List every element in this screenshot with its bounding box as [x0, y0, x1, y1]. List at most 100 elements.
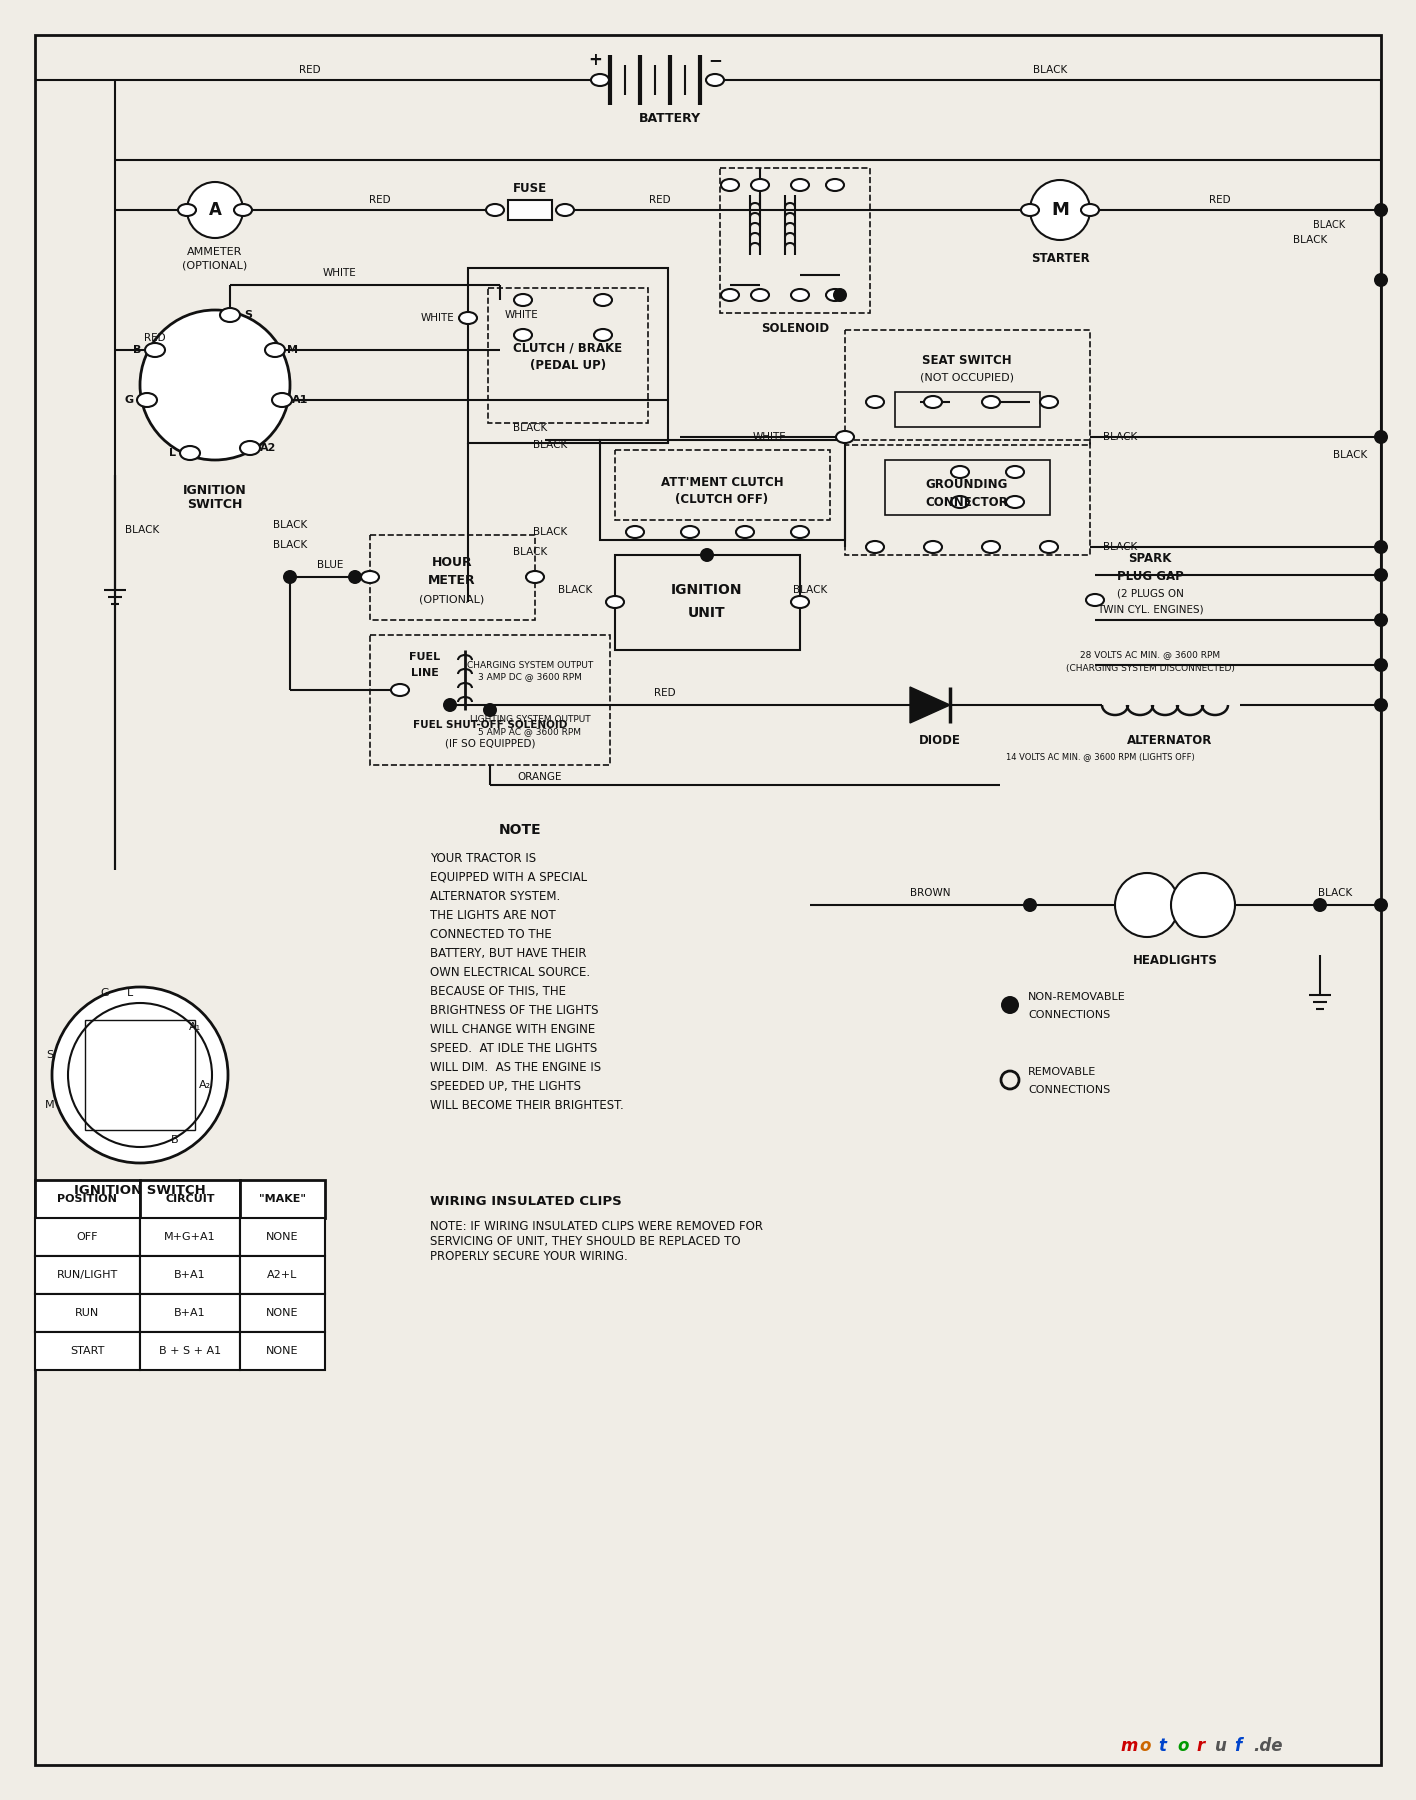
Text: BROWN: BROWN: [909, 887, 950, 898]
Text: B+A1: B+A1: [174, 1309, 205, 1318]
Ellipse shape: [952, 497, 969, 508]
Text: RED: RED: [370, 194, 391, 205]
Ellipse shape: [626, 526, 644, 538]
Bar: [615, 450, 830, 520]
Bar: [845, 329, 1090, 445]
Text: IGNITION SWITCH: IGNITION SWITCH: [74, 1184, 205, 1197]
Text: A1: A1: [292, 394, 309, 405]
Text: CLUTCH / BRAKE: CLUTCH / BRAKE: [514, 342, 623, 355]
Ellipse shape: [736, 526, 753, 538]
Ellipse shape: [239, 441, 261, 455]
Ellipse shape: [925, 396, 942, 409]
Text: S: S: [244, 310, 252, 320]
Text: BLACK: BLACK: [532, 439, 568, 450]
Ellipse shape: [265, 344, 285, 356]
Bar: [600, 439, 845, 540]
Ellipse shape: [1039, 396, 1058, 409]
Text: SPARK: SPARK: [1129, 551, 1171, 565]
Text: SWITCH: SWITCH: [187, 499, 242, 511]
Text: (CHARGING SYSTEM DISCONNECTED): (CHARGING SYSTEM DISCONNECTED): [1066, 664, 1235, 673]
Ellipse shape: [137, 392, 157, 407]
Circle shape: [140, 310, 290, 461]
Text: A: A: [208, 202, 221, 220]
Text: PLUG GAP: PLUG GAP: [1117, 569, 1184, 583]
Text: (OPTIONAL): (OPTIONAL): [183, 259, 248, 270]
Text: M+G+A1: M+G+A1: [164, 1231, 215, 1242]
Ellipse shape: [219, 308, 239, 322]
Text: BLACK: BLACK: [1313, 220, 1345, 230]
Text: DIODE: DIODE: [919, 734, 961, 747]
Text: 5 AMP AC @ 3600 RPM: 5 AMP AC @ 3600 RPM: [479, 727, 582, 736]
Ellipse shape: [514, 329, 532, 340]
Ellipse shape: [835, 430, 854, 443]
Circle shape: [68, 1003, 212, 1147]
Text: FUEL SHUT-OFF SOLENOID: FUEL SHUT-OFF SOLENOID: [413, 720, 568, 731]
Ellipse shape: [721, 178, 739, 191]
Ellipse shape: [983, 542, 1000, 553]
Text: NONE: NONE: [266, 1346, 299, 1355]
Bar: [35, 1256, 140, 1294]
Text: BATTERY, BUT HAVE THEIR: BATTERY, BUT HAVE THEIR: [430, 947, 586, 959]
Text: GROUNDING: GROUNDING: [926, 479, 1008, 491]
Bar: [35, 1294, 140, 1332]
Text: WILL BECOME THEIR BRIGHTEST.: WILL BECOME THEIR BRIGHTEST.: [430, 1100, 624, 1112]
Text: HOUR: HOUR: [432, 556, 473, 569]
Text: A₂: A₂: [198, 1080, 211, 1091]
Ellipse shape: [1005, 497, 1024, 508]
Text: ORANGE: ORANGE: [518, 772, 562, 781]
Text: METER: METER: [428, 574, 476, 587]
Bar: [35, 1181, 140, 1219]
Bar: [140, 1294, 239, 1332]
Text: ALTERNATOR SYSTEM.: ALTERNATOR SYSTEM.: [430, 889, 561, 904]
Circle shape: [1313, 898, 1327, 913]
Text: WILL CHANGE WITH ENGINE: WILL CHANGE WITH ENGINE: [430, 1022, 595, 1037]
Text: +: +: [588, 50, 602, 68]
Ellipse shape: [590, 74, 609, 86]
Text: UNIT: UNIT: [688, 607, 726, 619]
Ellipse shape: [486, 203, 504, 216]
Circle shape: [1171, 873, 1235, 938]
Ellipse shape: [983, 396, 1000, 409]
Bar: [370, 535, 535, 619]
Text: NONE: NONE: [266, 1231, 299, 1242]
Bar: [615, 554, 800, 650]
Text: WHITE: WHITE: [421, 313, 455, 322]
Text: IGNITION: IGNITION: [183, 484, 246, 497]
Circle shape: [348, 571, 362, 583]
Ellipse shape: [792, 596, 809, 608]
Circle shape: [1374, 569, 1388, 581]
Text: YOUR TRACTOR IS: YOUR TRACTOR IS: [430, 851, 537, 866]
Ellipse shape: [952, 466, 969, 479]
Text: BLACK: BLACK: [793, 585, 827, 596]
Circle shape: [443, 698, 457, 713]
Text: m: m: [1120, 1737, 1137, 1755]
Text: NON-REMOVABLE: NON-REMOVABLE: [1028, 992, 1126, 1003]
Ellipse shape: [178, 203, 195, 216]
Bar: [885, 461, 1051, 515]
Text: IGNITION: IGNITION: [671, 583, 743, 598]
Bar: [239, 1332, 326, 1370]
Text: CONNECTED TO THE: CONNECTED TO THE: [430, 929, 552, 941]
Ellipse shape: [556, 203, 573, 216]
Text: −: −: [708, 50, 722, 68]
Ellipse shape: [606, 596, 624, 608]
Ellipse shape: [525, 571, 544, 583]
Text: M: M: [45, 1100, 55, 1111]
Ellipse shape: [391, 684, 409, 697]
Text: B: B: [133, 346, 142, 355]
Text: EQUIPPED WITH A SPECIAL: EQUIPPED WITH A SPECIAL: [430, 871, 588, 884]
Circle shape: [1114, 873, 1180, 938]
Text: r: r: [1197, 1737, 1204, 1755]
Text: SOLENOID: SOLENOID: [760, 322, 828, 335]
Text: BLACK: BLACK: [273, 540, 307, 551]
Text: TWIN CYL. ENGINES): TWIN CYL. ENGINES): [1096, 605, 1204, 616]
Circle shape: [1374, 698, 1388, 713]
Text: CIRCUIT: CIRCUIT: [166, 1193, 215, 1204]
Bar: [895, 392, 1039, 427]
Text: BLACK: BLACK: [125, 526, 159, 535]
Text: AMMETER: AMMETER: [187, 247, 242, 257]
Bar: [469, 268, 668, 443]
Text: RED: RED: [654, 688, 675, 698]
Text: BATTERY: BATTERY: [639, 112, 701, 124]
Circle shape: [187, 182, 244, 238]
